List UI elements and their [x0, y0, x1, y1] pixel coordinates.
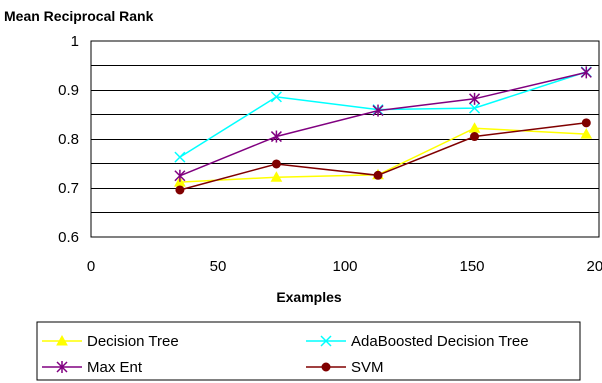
triangle-marker: [270, 171, 283, 182]
plot-area-border: [90, 40, 600, 238]
legend-label: Max Ent: [87, 359, 143, 376]
legend-box: [36, 321, 581, 381]
data-point-decision-tree: [270, 171, 283, 182]
y-tick-label: 0.6: [58, 229, 79, 246]
x-marker-stroke: [469, 102, 481, 114]
data-point-adaboosted-decision-tree: [469, 102, 481, 114]
data-point-svm: [271, 159, 281, 169]
series-line-svm: [179, 122, 587, 191]
data-point-svm: [581, 118, 591, 128]
y-ticks: 0.6 0.7 0.8 0.9 1: [58, 33, 79, 246]
series-lines: [174, 66, 593, 195]
x-tick-label: 50: [210, 258, 227, 275]
circle-marker: [581, 118, 591, 128]
x-tick-label: 200: [586, 258, 602, 275]
circle-marker: [321, 362, 331, 372]
circle-marker: [271, 159, 281, 169]
circle-marker: [175, 185, 185, 195]
series-line-max-ent: [179, 71, 587, 177]
legend-item-decision-tree: Decision Tree: [42, 333, 179, 350]
legend-swatch-marker: [320, 335, 332, 347]
legend-label: Decision Tree: [87, 333, 179, 350]
circle-marker: [470, 132, 480, 142]
legend-item-adaboosted-decision-tree: AdaBoosted Decision Tree: [306, 333, 529, 350]
legend-item-svm: SVM: [306, 359, 384, 376]
data-point-decision-tree: [580, 128, 593, 139]
data-point-adaboosted-decision-tree: [270, 91, 282, 103]
legend: Decision Tree AdaBoosted Decision Tree Max…: [36, 321, 581, 381]
y-tick-label: 0.9: [58, 82, 79, 99]
x-tick-label: 150: [459, 258, 484, 275]
y-tick-label: 1: [71, 33, 79, 50]
legend-swatch-marker: [56, 361, 68, 373]
x-tick-label: 0: [87, 258, 95, 275]
legend-swatch-marker: [321, 362, 331, 372]
triangle-marker: [56, 334, 68, 346]
data-point-max-ent: [372, 104, 384, 117]
x-marker-stroke: [270, 91, 282, 103]
data-point-max-ent: [580, 66, 592, 79]
legend-item-max-ent: Max Ent: [42, 359, 143, 376]
y-tick-label: 0.8: [58, 131, 79, 148]
circle-marker: [373, 170, 383, 180]
triangle-marker: [580, 128, 593, 139]
data-point-max-ent: [270, 130, 282, 143]
x-tick-label: 100: [332, 258, 357, 275]
legend-label: SVM: [351, 359, 384, 376]
data-point-adaboosted-decision-tree: [174, 151, 186, 163]
data-point-svm: [175, 185, 185, 195]
y-tick-label: 0.7: [58, 180, 79, 197]
x-axis-label: Examples: [276, 289, 342, 305]
data-point-max-ent: [469, 92, 481, 105]
data-point-svm: [373, 170, 383, 180]
y-axis-label: Mean Reciprocal Rank: [4, 8, 154, 24]
legend-swatch-marker: [56, 334, 68, 346]
x-ticks: 0 50 100 150 200: [87, 258, 602, 275]
x-marker-stroke: [320, 335, 332, 347]
data-point-max-ent: [174, 169, 186, 182]
x-marker-stroke: [174, 151, 186, 163]
legend-label: AdaBoosted Decision Tree: [351, 333, 529, 350]
data-point-svm: [470, 132, 480, 142]
